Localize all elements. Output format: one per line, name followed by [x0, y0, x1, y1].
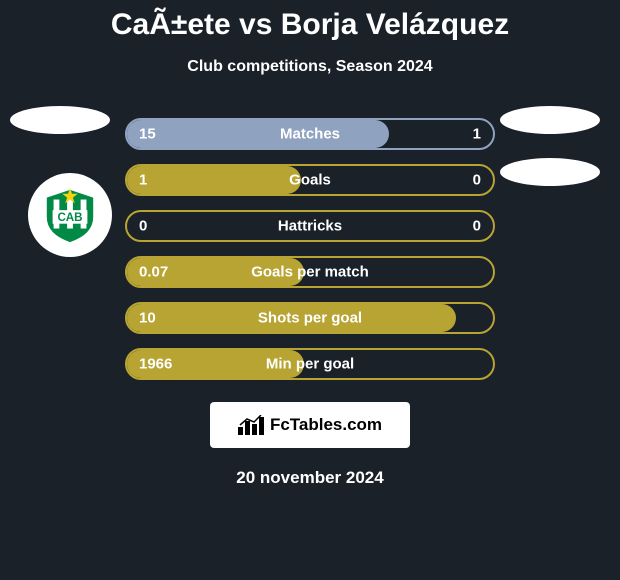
stat-left-value: 1966	[139, 356, 172, 373]
player1-club-badge-icon: CAB	[28, 173, 112, 257]
stat-bar-fill	[127, 120, 389, 148]
fctables-badge: FcTables.com	[210, 402, 410, 448]
player2-flag-icon	[500, 106, 600, 134]
svg-text:CAB: CAB	[57, 211, 82, 224]
stat-bar: 1966 Min per goal	[125, 348, 495, 380]
page-title: CaÃ±ete vs Borja Velázquez	[0, 8, 620, 42]
stat-bar: 0.07 Goals per match	[125, 256, 495, 288]
stat-right-value: 0	[473, 218, 481, 235]
stat-left-value: 0.07	[139, 264, 168, 281]
date-label: 20 november 2024	[0, 468, 620, 488]
stat-bar: 10 Shots per goal	[125, 302, 495, 334]
player2-club-badge-icon	[500, 158, 600, 186]
stat-bar: 0 0 Hattricks	[125, 210, 495, 242]
stat-bar: 15 1 Matches	[125, 118, 495, 150]
stat-bar-fill	[127, 166, 301, 194]
stat-label: Shots per goal	[258, 310, 362, 327]
stat-label: Hattricks	[278, 218, 342, 235]
stat-right-value: 1	[473, 126, 481, 143]
player1-flag-icon	[10, 106, 110, 134]
stat-right-value: 0	[473, 172, 481, 189]
stat-bar: 1 0 Goals	[125, 164, 495, 196]
stat-label: Goals	[289, 172, 331, 189]
fctables-label: FcTables.com	[270, 415, 382, 435]
stat-bars: 151Matches10Goals00Hattricks0.07Goals pe…	[125, 118, 495, 380]
stat-label: Matches	[280, 126, 340, 143]
stat-left-value: 10	[139, 310, 156, 327]
stat-left-value: 0	[139, 218, 147, 235]
stat-label: Goals per match	[251, 264, 369, 281]
stat-label: Min per goal	[266, 356, 354, 373]
page-subtitle: Club competitions, Season 2024	[0, 58, 620, 76]
fctables-chart-icon	[238, 415, 264, 435]
stat-left-value: 15	[139, 126, 156, 143]
root: CaÃ±ete vs Borja Velázquez Club competit…	[0, 0, 620, 488]
stat-left-value: 1	[139, 172, 147, 189]
main-area: CAB 151Matches10Goals00Hattricks0.07Goal…	[0, 118, 620, 380]
